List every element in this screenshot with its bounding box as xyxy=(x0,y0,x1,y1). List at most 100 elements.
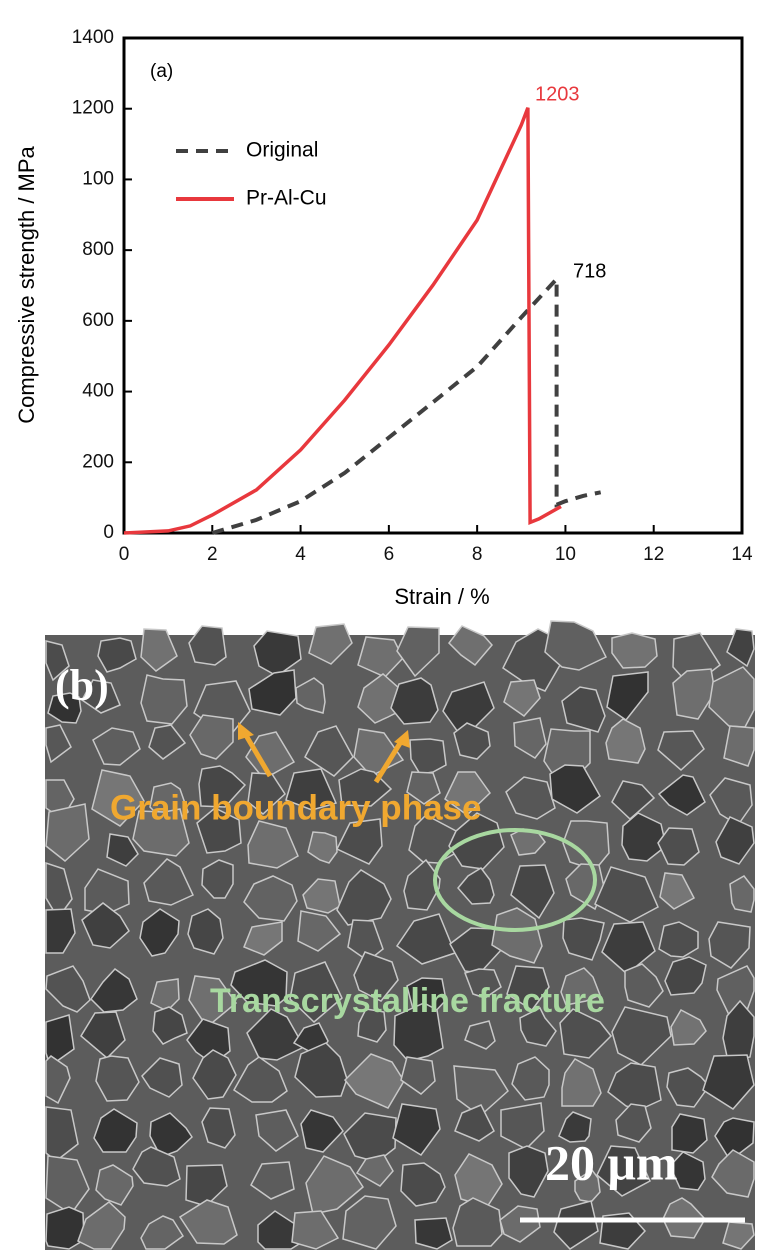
legend-label: Original xyxy=(246,139,318,162)
y-tick-label: 400 xyxy=(82,381,114,402)
grain xyxy=(464,968,502,999)
grain xyxy=(511,1056,550,1101)
grain xyxy=(285,768,338,811)
grain xyxy=(624,963,664,1008)
legend-label: Pr-Al-Cu xyxy=(246,187,327,210)
x-tick-label: 8 xyxy=(472,544,483,565)
grain xyxy=(90,968,138,1013)
grain xyxy=(393,1002,444,1062)
grain xyxy=(508,1145,549,1198)
x-axis-title: Strain / % xyxy=(394,584,489,609)
grain xyxy=(188,625,227,666)
grain xyxy=(140,674,188,725)
grain xyxy=(152,1006,188,1045)
grain xyxy=(664,956,707,996)
x-tick-label: 12 xyxy=(643,544,664,565)
annotation: 718 xyxy=(573,260,606,282)
grain xyxy=(80,1011,126,1060)
grain xyxy=(132,1146,181,1187)
grain xyxy=(353,951,399,1002)
grain xyxy=(243,921,283,956)
grain xyxy=(657,827,700,866)
grain xyxy=(91,769,145,827)
grain xyxy=(615,1103,652,1143)
grain xyxy=(560,967,601,1006)
grain xyxy=(92,727,141,766)
grain xyxy=(396,626,440,678)
grain xyxy=(392,1103,441,1156)
grain xyxy=(335,818,383,865)
grain xyxy=(519,1006,557,1047)
grain xyxy=(596,1145,651,1197)
grain xyxy=(457,867,495,905)
series-line xyxy=(123,107,562,535)
grain xyxy=(45,803,90,862)
grain xyxy=(291,1210,340,1250)
grain xyxy=(452,1197,503,1247)
grain xyxy=(666,1067,710,1108)
grain xyxy=(400,1162,446,1207)
grain xyxy=(45,724,72,764)
grain xyxy=(671,1113,708,1154)
panel-label: (a) xyxy=(150,61,173,82)
grain xyxy=(97,637,137,673)
grain xyxy=(395,913,456,965)
grain xyxy=(702,1054,755,1110)
grain xyxy=(247,772,286,815)
grain xyxy=(149,1112,193,1158)
grain xyxy=(305,1155,364,1215)
x-tick-label: 6 xyxy=(384,544,395,565)
grain xyxy=(81,679,121,714)
grain xyxy=(342,1195,397,1250)
grain xyxy=(444,771,491,816)
grain xyxy=(414,1217,453,1250)
highlight-circle xyxy=(433,828,597,932)
grain xyxy=(505,776,556,820)
grain xyxy=(246,1008,306,1061)
grain xyxy=(196,807,242,854)
y-tick-label: 200 xyxy=(82,451,114,472)
grain xyxy=(140,1215,185,1250)
grain xyxy=(106,833,139,867)
arrow-head xyxy=(238,722,254,740)
grain xyxy=(255,1109,299,1152)
grain xyxy=(454,1104,495,1142)
arrow-caption: Grain boundary phase xyxy=(110,788,481,827)
grain xyxy=(670,1009,707,1046)
grain xyxy=(45,1055,71,1105)
grain xyxy=(294,1042,348,1098)
y-tick-label: 1200 xyxy=(72,98,114,119)
grain xyxy=(558,1111,592,1143)
scale-bar-label: 20 μm xyxy=(545,1134,678,1190)
y-tick-label: 600 xyxy=(82,310,114,331)
grain xyxy=(513,717,547,759)
grain xyxy=(141,1057,183,1098)
y-tick-label: 0 xyxy=(103,522,114,543)
x-tick-label: 10 xyxy=(555,544,576,565)
grain xyxy=(549,764,601,814)
grain xyxy=(715,816,755,865)
grain xyxy=(45,640,70,682)
grain xyxy=(659,872,696,910)
grain xyxy=(77,1201,126,1250)
x-tick-label: 4 xyxy=(295,544,306,565)
arrow-head xyxy=(394,730,410,748)
grain xyxy=(669,1151,706,1191)
grain xyxy=(390,677,439,725)
y-axis-title: Compressive strength / MPa xyxy=(14,145,39,423)
grain xyxy=(406,771,441,805)
grain xyxy=(95,1055,140,1102)
grain xyxy=(355,1154,394,1187)
grain xyxy=(295,677,326,714)
annotation: 1203 xyxy=(535,83,580,105)
grain xyxy=(192,1049,237,1100)
grain xyxy=(606,671,649,722)
grain xyxy=(658,921,699,958)
grain xyxy=(400,1056,436,1095)
grain xyxy=(605,718,646,764)
x-tick-label: 14 xyxy=(731,544,753,565)
grain xyxy=(562,917,605,961)
grain xyxy=(544,620,608,671)
grain xyxy=(45,908,76,954)
